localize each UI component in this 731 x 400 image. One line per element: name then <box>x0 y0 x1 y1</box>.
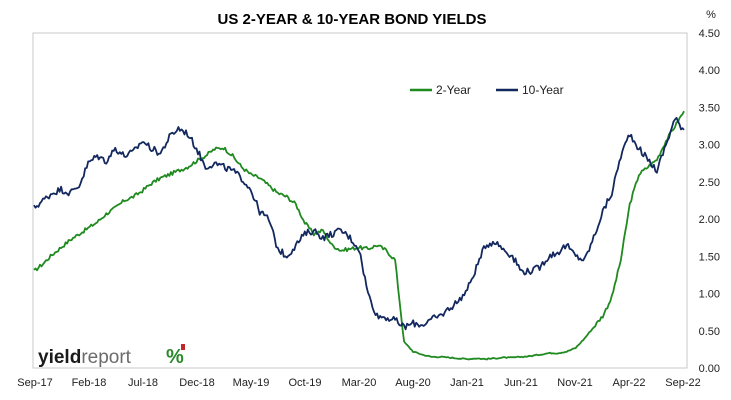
logo-text-light: report <box>81 347 131 368</box>
chart-title: US 2-YEAR & 10-YEAR BOND YIELDS <box>218 11 487 28</box>
x-tick-label: Mar-20 <box>342 377 377 389</box>
x-tick-label: Apr-22 <box>612 377 645 389</box>
series-line-2-year <box>33 110 685 361</box>
x-axis-ticks: Sep-17 Feb-18 Jul-18 Dec-18 May-19 Oct-19 Mar-… <box>17 377 700 389</box>
yieldreport-logo: yieldreport % <box>38 344 185 368</box>
legend-label-10-year: 10-Year <box>522 83 564 97</box>
y-tick-label: 3.00 <box>699 140 720 152</box>
series-line-10-year <box>33 116 685 331</box>
x-tick-label: Oct-19 <box>288 377 321 389</box>
y-tick-label: 0.50 <box>699 326 720 338</box>
series-layer <box>33 110 685 361</box>
x-tick-label: Dec-18 <box>179 377 214 389</box>
y-axis-unit-label: % <box>706 9 716 21</box>
x-tick-label: Aug-20 <box>395 377 430 389</box>
y-tick-label: 1.00 <box>699 289 720 301</box>
logo-text-dark: yield <box>38 347 81 368</box>
x-tick-label: Sep-17 <box>17 377 52 389</box>
x-tick-label: Feb-18 <box>72 377 107 389</box>
x-tick-label: Jul-18 <box>128 377 158 389</box>
y-tick-label: 1.50 <box>699 251 720 263</box>
logo-red-accent <box>181 344 185 350</box>
y-tick-label: 2.00 <box>699 214 720 226</box>
x-tick-label: Sep-22 <box>665 377 700 389</box>
x-tick-label: Jan-21 <box>450 377 484 389</box>
logo-percent-icon: % <box>166 346 184 368</box>
legend: 2-Year 10-Year <box>410 83 564 97</box>
y-tick-label: 0.00 <box>699 363 720 375</box>
y-tick-label: 4.50 <box>699 28 720 40</box>
logo-text: yieldreport <box>38 347 132 368</box>
x-tick-label: Jun-21 <box>504 377 538 389</box>
y-tick-label: 4.00 <box>699 65 720 77</box>
legend-label-2-year: 2-Year <box>436 83 471 97</box>
x-tick-label: Nov-21 <box>557 377 592 389</box>
y-axis-ticks: 0.00 0.50 1.00 1.50 2.00 2.50 3.00 3.50 4.00 4.50 <box>699 28 720 375</box>
y-tick-label: 3.50 <box>699 102 720 114</box>
y-tick-label: 2.50 <box>699 177 720 189</box>
x-tick-label: May-19 <box>233 377 270 389</box>
plot-area <box>32 32 688 369</box>
